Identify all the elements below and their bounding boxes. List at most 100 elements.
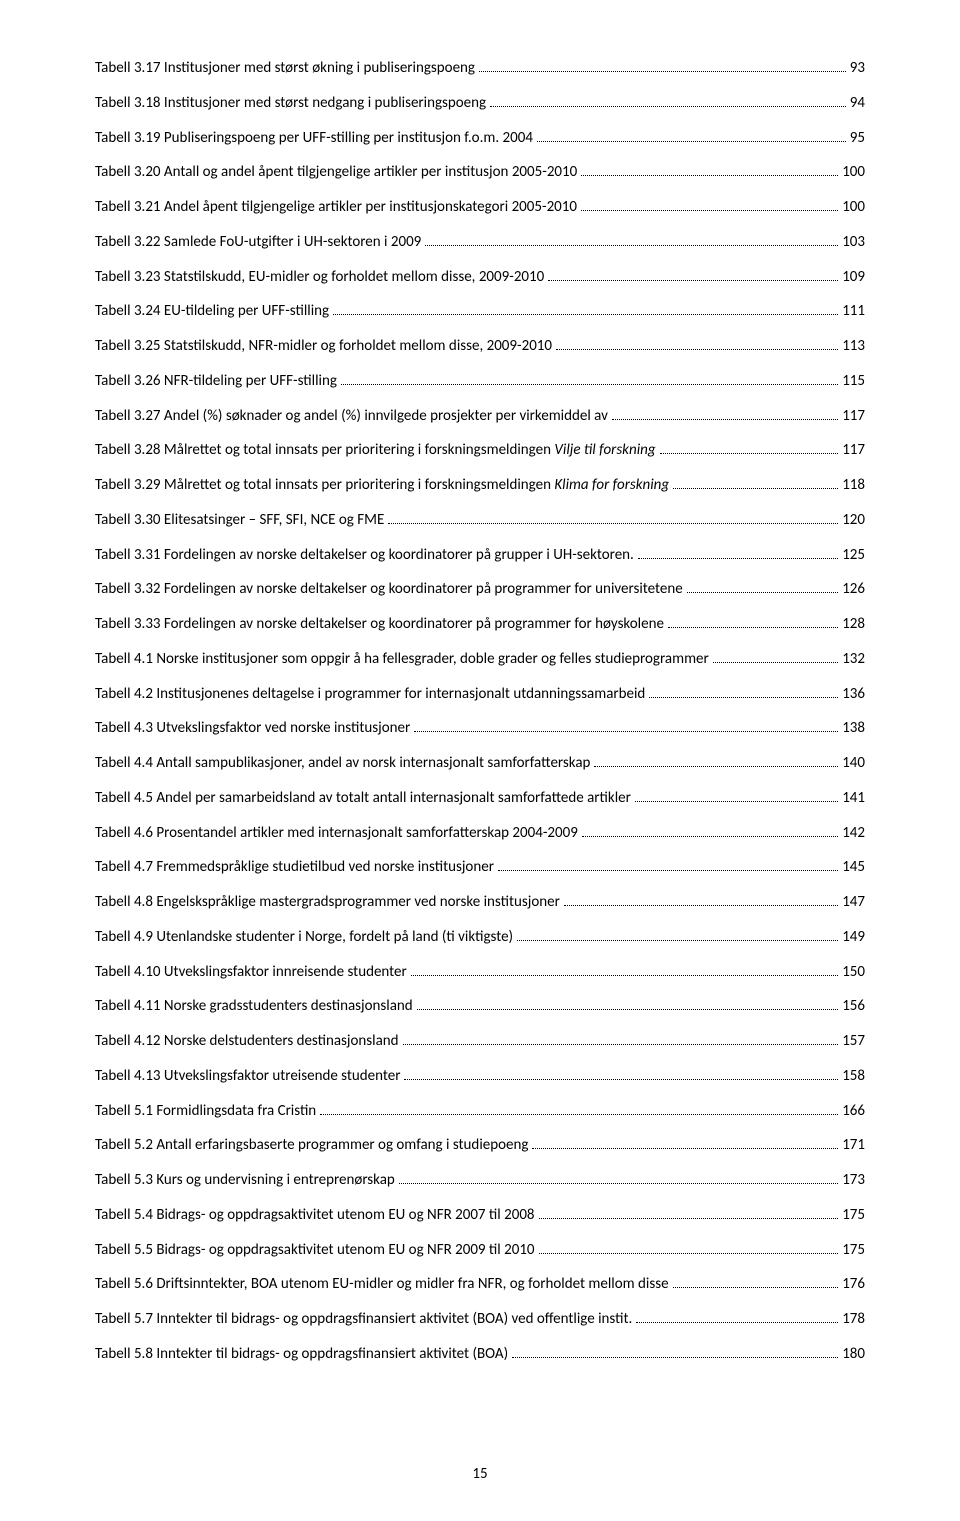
toc-leader [668, 615, 838, 628]
toc-title: Tabell 3.32 Fordelingen av norske deltak… [95, 579, 683, 599]
toc-entry: Tabell 4.12 Norske delstudenters destina… [95, 1031, 865, 1051]
toc-entry: Tabell 4.5 Andel per samarbeidsland av t… [95, 788, 865, 808]
toc-title: Tabell 3.23 Statstilskudd, EU-midler og … [95, 267, 544, 287]
toc-title: Tabell 5.3 Kurs og undervisning i entrep… [95, 1170, 395, 1190]
toc-page-number: 176 [842, 1274, 865, 1294]
toc-page-number: 158 [842, 1066, 865, 1086]
toc-entry: Tabell 4.9 Utenlandske studenter i Norge… [95, 927, 865, 947]
toc-entry: Tabell 4.8 Engelskspråklige mastergradsp… [95, 892, 865, 912]
toc-page-number: 175 [842, 1240, 865, 1260]
toc-entry: Tabell 3.27 Andel (%) søknader og andel … [95, 406, 865, 426]
toc-page-number: 111 [842, 301, 865, 321]
toc-title: Tabell 3.27 Andel (%) søknader og andel … [95, 406, 608, 426]
toc-title: Tabell 4.11 Norske gradsstudenters desti… [95, 996, 413, 1016]
toc-title: Tabell 3.28 Målrettet og total innsats p… [95, 440, 656, 460]
toc-entry: Tabell 5.8 Inntekter til bidrags- og opp… [95, 1344, 865, 1364]
toc-entry: Tabell 3.17 Institusjoner med størst økn… [95, 58, 865, 78]
document-page: Tabell 3.17 Institusjoner med størst økn… [0, 0, 960, 1521]
toc-title: Tabell 4.3 Utvekslingsfaktor ved norske … [95, 718, 410, 738]
toc-title: Tabell 3.24 EU-tildeling per UFF-stillin… [95, 301, 329, 321]
toc-leader [687, 580, 839, 593]
toc-leader [713, 650, 838, 663]
toc-title: Tabell 3.25 Statstilskudd, NFR-midler og… [95, 336, 552, 356]
toc-leader [490, 94, 846, 107]
toc-page-number: 136 [842, 684, 865, 704]
toc-leader [537, 129, 846, 142]
toc-entry: Tabell 3.31 Fordelingen av norske deltak… [95, 545, 865, 565]
toc-page-number: 100 [842, 162, 865, 182]
toc-page-number: 145 [842, 857, 865, 877]
toc-leader [517, 928, 838, 941]
toc-leader [636, 1310, 838, 1323]
toc-entry: Tabell 4.11 Norske gradsstudenters desti… [95, 996, 865, 1016]
toc-title: Tabell 3.21 Andel åpent tilgjengelige ar… [95, 197, 577, 217]
toc-title: Tabell 5.7 Inntekter til bidrags- og opp… [95, 1309, 632, 1329]
toc-page-number: 94 [850, 93, 865, 113]
toc-title: Tabell 4.4 Antall sampublikasjoner, ande… [95, 753, 590, 773]
toc-page-number: 95 [850, 128, 865, 148]
toc-title: Tabell 4.6 Prosentandel artikler med int… [95, 823, 578, 843]
toc-entry: Tabell 5.7 Inntekter til bidrags- og opp… [95, 1309, 865, 1329]
toc-page-number: 149 [842, 927, 865, 947]
toc-title: Tabell 3.22 Samlede FoU-utgifter i UH-se… [95, 232, 421, 252]
toc-title: Tabell 4.1 Norske institusjoner som oppg… [95, 649, 709, 669]
toc-page-number: 93 [850, 58, 865, 78]
toc-title: Tabell 3.30 Elitesatsinger – SFF, SFI, N… [95, 510, 384, 530]
toc-leader [564, 893, 838, 906]
toc-entry: Tabell 3.28 Målrettet og total innsats p… [95, 440, 865, 460]
toc-leader [556, 337, 838, 350]
toc-leader [425, 233, 838, 246]
toc-page-number: 138 [842, 718, 865, 738]
toc-entry: Tabell 3.19 Publiseringspoeng per UFF-st… [95, 128, 865, 148]
toc-leader [498, 858, 838, 871]
toc-leader [594, 754, 838, 767]
toc-title: Tabell 4.12 Norske delstudenters destina… [95, 1031, 399, 1051]
toc-entry: Tabell 4.1 Norske institusjoner som oppg… [95, 649, 865, 669]
toc-entry: Tabell 3.30 Elitesatsinger – SFF, SFI, N… [95, 510, 865, 530]
toc-page-number: 117 [842, 406, 865, 426]
toc-leader [411, 963, 838, 976]
toc-leader [581, 163, 838, 176]
toc-entry: Tabell 5.4 Bidrags- og oppdragsaktivitet… [95, 1205, 865, 1225]
toc-entry: Tabell 3.21 Andel åpent tilgjengelige ar… [95, 197, 865, 217]
toc-page-number: 178 [842, 1309, 865, 1329]
toc-page-number: 150 [842, 962, 865, 982]
toc-page-number: 175 [842, 1205, 865, 1225]
toc-page-number: 117 [842, 440, 865, 460]
toc-page-number: 166 [842, 1101, 865, 1121]
toc-title: Tabell 5.8 Inntekter til bidrags- og opp… [95, 1344, 508, 1364]
toc-leader [582, 824, 838, 837]
toc-page-number: 100 [842, 197, 865, 217]
page-number: 15 [0, 1465, 960, 1483]
toc-entry: Tabell 3.33 Fordelingen av norske deltak… [95, 614, 865, 634]
toc-title: Tabell 5.4 Bidrags- og oppdragsaktivitet… [95, 1205, 535, 1225]
toc-title: Tabell 5.1 Formidlingsdata fra Cristin [95, 1101, 316, 1121]
toc-title: Tabell 3.29 Målrettet og total innsats p… [95, 475, 669, 495]
toc-title: Tabell 4.10 Utvekslingsfaktor innreisend… [95, 962, 407, 982]
toc-leader [404, 1067, 838, 1080]
toc-leader [612, 407, 838, 420]
toc-title-italic: Vilje til forskning [554, 441, 655, 459]
toc-entry: Tabell 4.4 Antall sampublikasjoner, ande… [95, 753, 865, 773]
toc-page-number: 126 [842, 579, 865, 599]
toc-entry: Tabell 3.25 Statstilskudd, NFR-midler og… [95, 336, 865, 356]
toc-leader [403, 1032, 839, 1045]
toc-entry: Tabell 4.13 Utvekslingsfaktor utreisende… [95, 1066, 865, 1086]
toc-page-number: 118 [842, 475, 865, 495]
toc-leader [320, 1102, 838, 1115]
toc-entry: Tabell 4.2 Institusjonenes deltagelse i … [95, 684, 865, 704]
toc-leader [649, 685, 838, 698]
toc-entry: Tabell 3.22 Samlede FoU-utgifter i UH-se… [95, 232, 865, 252]
toc-leader [414, 719, 838, 732]
toc-page-number: 115 [842, 371, 865, 391]
toc-leader [399, 1171, 838, 1184]
toc-title: Tabell 3.19 Publiseringspoeng per UFF-st… [95, 128, 533, 148]
toc-entry: Tabell 4.7 Fremmedspråklige studietilbud… [95, 857, 865, 877]
toc-entry: Tabell 5.1 Formidlingsdata fra Cristin 16… [95, 1101, 865, 1121]
toc-title: Tabell 3.33 Fordelingen av norske deltak… [95, 614, 664, 634]
toc-entry: Tabell 4.3 Utvekslingsfaktor ved norske … [95, 718, 865, 738]
toc-title: Tabell 3.18 Institusjoner med størst ned… [95, 93, 486, 113]
toc-entry: Tabell 5.3 Kurs og undervisning i entrep… [95, 1170, 865, 1190]
toc-entry: Tabell 3.20 Antall og andel åpent tilgje… [95, 162, 865, 182]
toc-entry: Tabell 3.32 Fordelingen av norske deltak… [95, 579, 865, 599]
